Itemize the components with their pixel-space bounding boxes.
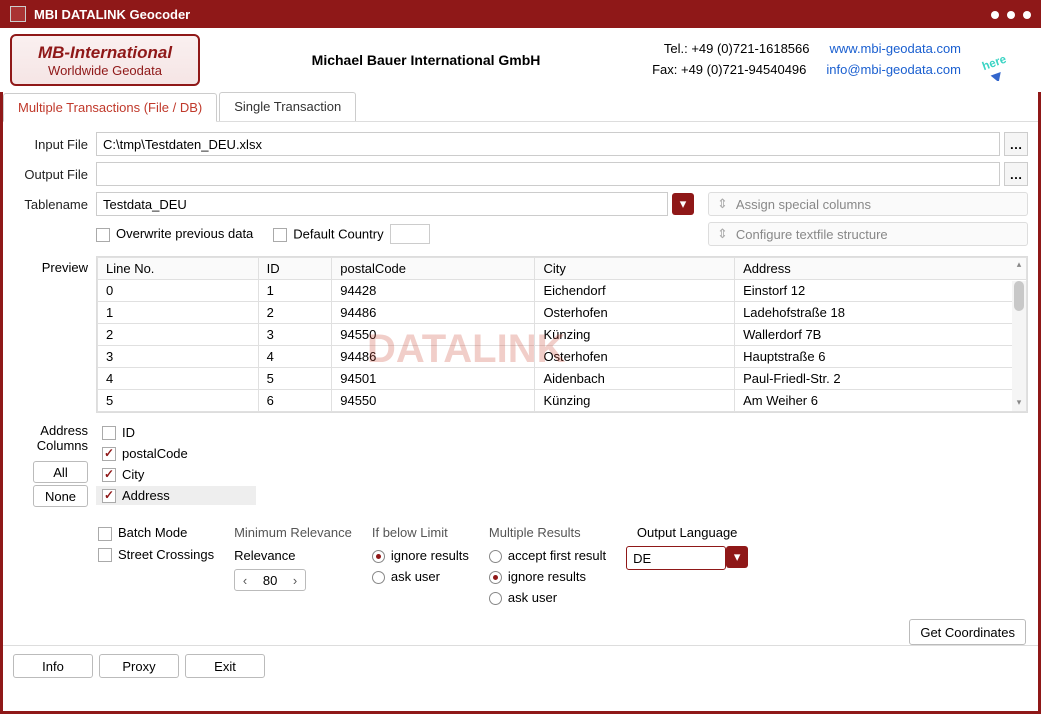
logo-line2: Worldwide Geodata: [48, 63, 162, 78]
exit-button[interactable]: Exit: [185, 654, 265, 678]
multiple-accept-radio[interactable]: accept first result: [489, 548, 606, 563]
form-area: Input File … Output File … Tablename ▾ ⇕…: [3, 122, 1038, 256]
window-title: MBI DATALINK Geocoder: [34, 7, 983, 22]
multiple-ask-radio[interactable]: ask user: [489, 590, 606, 605]
relevance-stepper[interactable]: ‹ 80 ›: [234, 569, 306, 591]
column-header[interactable]: City: [535, 258, 735, 280]
column-header[interactable]: postalCode: [332, 258, 535, 280]
footer: Info Proxy Exit: [3, 645, 1038, 686]
info-button[interactable]: Info: [13, 654, 93, 678]
address-column-checkbox[interactable]: [102, 489, 116, 503]
street-crossings-checkbox[interactable]: Street Crossings: [98, 547, 214, 563]
get-coordinates-button[interactable]: Get Coordinates: [909, 619, 1026, 645]
multiple-ignore-radio[interactable]: ignore results: [489, 569, 606, 584]
table-row[interactable]: 1294486OsterhofenLadehofstraße 18: [98, 302, 1027, 324]
input-file-label: Input File: [13, 137, 88, 152]
web-link[interactable]: www.mbi-geodata.com: [830, 41, 962, 56]
none-button[interactable]: None: [33, 485, 88, 507]
scroll-up-icon[interactable]: ▴: [1012, 259, 1026, 273]
address-column-checkbox[interactable]: [102, 447, 116, 461]
output-language-dropdown-button[interactable]: ▾: [726, 546, 748, 568]
preview-label: Preview: [13, 256, 88, 413]
preview-table[interactable]: Line No.IDpostalCodeCityAddress0194428Ei…: [96, 256, 1028, 413]
default-country-field[interactable]: [390, 224, 430, 244]
multiple-results-title: Multiple Results: [489, 525, 606, 540]
app-body: Multiple Transactions (File / DB) Single…: [3, 92, 1038, 711]
relevance-decrease-button[interactable]: ‹: [235, 573, 255, 588]
output-file-field[interactable]: [96, 162, 1000, 186]
address-columns-section: Address Columns All None ID postalCode Cit…: [3, 413, 1038, 517]
address-column-item[interactable]: postalCode: [96, 444, 256, 463]
output-file-browse-button[interactable]: …: [1004, 162, 1028, 186]
tablename-dropdown-button[interactable]: ▾: [672, 193, 694, 215]
tab-multiple-transactions[interactable]: Multiple Transactions (File / DB): [3, 93, 217, 122]
table-row[interactable]: 2394550KünzingWallerdorf 7B: [98, 324, 1027, 346]
contact-block: Tel.: +49 (0)721-1618566 www.mbi-geodata.…: [652, 39, 961, 81]
input-file-browse-button[interactable]: …: [1004, 132, 1028, 156]
if-below-ignore-radio[interactable]: ignore results: [372, 548, 469, 563]
table-row[interactable]: 4594501AidenbachPaul-Friedl-Str. 2: [98, 368, 1027, 390]
proxy-button[interactable]: Proxy: [99, 654, 179, 678]
company-name: Michael Bauer International GmbH: [200, 52, 652, 68]
here-logo: here: [976, 36, 1031, 84]
tel-label: Tel.: +49 (0)721-1618566: [664, 41, 810, 56]
app-icon: [10, 6, 26, 22]
output-language-select[interactable]: DE: [626, 546, 726, 570]
relevance-value: 80: [255, 573, 285, 588]
tab-single-transaction[interactable]: Single Transaction: [219, 92, 356, 121]
address-column-checkbox[interactable]: [102, 468, 116, 482]
window-controls[interactable]: [983, 7, 1031, 22]
mbi-logo: MB-International Worldwide Geodata: [10, 34, 200, 86]
if-below-ask-radio[interactable]: ask user: [372, 569, 469, 584]
address-columns-list[interactable]: ID postalCode City Address: [96, 423, 256, 505]
relevance-increase-button[interactable]: ›: [285, 573, 305, 588]
svg-text:here: here: [980, 52, 1008, 73]
scroll-down-icon[interactable]: ▾: [1012, 397, 1026, 411]
min-relevance-title: Minimum Relevance: [234, 525, 352, 540]
address-column-item[interactable]: Address: [96, 486, 256, 505]
logo-line1: MB-International: [38, 43, 172, 63]
relevance-label: Relevance: [234, 548, 352, 563]
fax-label: Fax: +49 (0)721-94540496: [652, 62, 806, 77]
batch-mode-checkbox[interactable]: Batch Mode: [98, 525, 214, 541]
address-column-item[interactable]: City: [96, 465, 256, 484]
column-header[interactable]: ID: [258, 258, 332, 280]
column-header[interactable]: Address: [735, 258, 1027, 280]
table-row[interactable]: 5694550KünzingAm Weiher 6: [98, 390, 1027, 412]
scroll-thumb[interactable]: [1014, 281, 1024, 311]
header: MB-International Worldwide Geodata Micha…: [0, 28, 1041, 92]
overwrite-checkbox[interactable]: Overwrite previous data: [96, 226, 253, 242]
table-row[interactable]: 3494486OsterhofenHauptstraße 6: [98, 346, 1027, 368]
address-columns-label: Address Columns: [13, 423, 88, 453]
configure-textfile-button[interactable]: ⇕Configure textfile structure: [708, 222, 1028, 246]
titlebar: MBI DATALINK Geocoder: [0, 0, 1041, 28]
default-country-checkbox[interactable]: Default Country: [273, 224, 429, 244]
output-language-label: Output Language: [637, 525, 737, 540]
email-link[interactable]: info@mbi-geodata.com: [826, 62, 961, 77]
tablename-field[interactable]: [96, 192, 668, 216]
tab-bar: Multiple Transactions (File / DB) Single…: [3, 92, 1038, 122]
if-below-title: If below Limit: [372, 525, 469, 540]
tablename-label: Tablename: [13, 197, 88, 212]
options-row: Batch Mode Street Crossings Minimum Rele…: [3, 517, 1038, 613]
address-column-checkbox[interactable]: [102, 426, 116, 440]
all-button[interactable]: All: [33, 461, 88, 483]
preview-scrollbar[interactable]: ▴ ▾: [1012, 281, 1026, 411]
address-column-item[interactable]: ID: [96, 423, 256, 442]
input-file-field[interactable]: [96, 132, 1000, 156]
assign-special-columns-button[interactable]: ⇕Assign special columns: [708, 192, 1028, 216]
column-header[interactable]: Line No.: [98, 258, 259, 280]
output-file-label: Output File: [13, 167, 88, 182]
table-row[interactable]: 0194428EichendorfEinstorf 12: [98, 280, 1027, 302]
preview-section: Preview Line No.IDpostalCodeCityAddress0…: [3, 256, 1038, 413]
